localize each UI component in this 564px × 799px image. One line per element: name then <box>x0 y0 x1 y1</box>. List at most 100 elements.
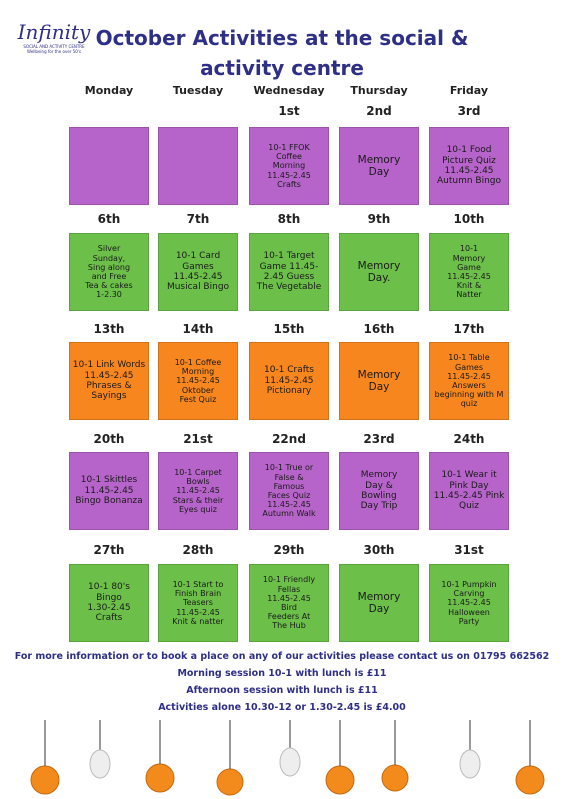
activity-text: 11.45-2.45 <box>84 370 134 381</box>
activity-text: 11.45-2.45 <box>447 371 491 381</box>
date: 28th <box>182 543 214 557</box>
date: 31st <box>454 543 484 557</box>
activity-cell: 10-1 FFOK Coffee Morning 11.45-2.45 Crafts <box>249 127 329 205</box>
day-header: Tuesday <box>172 84 224 97</box>
activity-text: Stars & their <box>172 495 224 505</box>
logo-line: Wellbeing for the over 50's <box>27 49 81 54</box>
activity-text: 11.45-2.45 Pink <box>433 491 505 501</box>
activity-text: Crafts <box>277 179 301 189</box>
activity-text: Crafts <box>95 613 123 624</box>
activity-text: Musical Bingo <box>166 282 230 293</box>
footer-text: Afternoon session with lunch is £11 <box>186 685 378 696</box>
activity-cell: Memory Day & Bowling Day Trip <box>339 452 419 530</box>
activity-text: 10-1 True or <box>264 463 314 473</box>
activity-cell: 10-1 80's Bingo 1.30-2.45 Crafts <box>69 564 149 642</box>
footer-text: Activities alone 10.30-12 or 1.30-2.45 i… <box>158 702 406 713</box>
activity-cell <box>69 127 149 205</box>
activity-text: 11.45-2.45 <box>176 607 220 617</box>
activity-text: Games <box>182 261 214 272</box>
activity-text: Bingo <box>96 592 122 603</box>
day-header: Friday <box>449 84 489 97</box>
activity-text: Sing along <box>87 262 131 272</box>
date: 8th <box>277 212 301 226</box>
activity-text: Pictionary <box>266 386 312 397</box>
activity-text: 11.45-2.45 <box>84 485 134 496</box>
activity-text: Bingo Bonanza <box>75 496 143 507</box>
activity-cell: 10-1 Start to Finish Brain Teasers 11.45-2.… <box>158 564 238 642</box>
activity-text: Day <box>368 166 390 178</box>
activity-text: beginning with M <box>434 390 504 400</box>
activity-text: 10-1 Food <box>446 145 492 156</box>
activity-text: Faces Quiz <box>267 491 311 500</box>
date: 29th <box>273 543 305 557</box>
activity-text: quiz <box>460 399 478 409</box>
activity-text: 1.30-2.45 <box>87 603 131 613</box>
activity-text: Memory <box>360 470 398 481</box>
activity-text: 11.45-2.45 <box>267 170 311 180</box>
activity-text: Teasers <box>183 598 213 608</box>
date: 16th <box>363 322 395 336</box>
activity-text: 10-1 Carpet <box>174 468 222 478</box>
activity-text: Carving <box>453 589 485 599</box>
activity-text: 10-1 Coffee <box>174 358 222 368</box>
activity-cell: 10-1 Wear it Pink Day 11.45-2.45 Pink Quiz <box>429 452 509 530</box>
footer-text: For more information or to book a place … <box>14 651 550 662</box>
activity-cell: 10-1 Pumpkin Carving 11.45-2.45 Halloween Pa… <box>429 564 509 642</box>
activity-text: 2.45 Guess <box>263 272 315 282</box>
activity-cell: 10-1 Link Words 11.45-2.45 Phrases & Saying… <box>69 342 149 420</box>
activity-cell: 10-1 Coffee Morning 11.45-2.45 Oktober Fest … <box>158 342 238 420</box>
activity-text: Finish Brain <box>174 589 222 599</box>
date: 22nd <box>272 432 306 446</box>
activity-cell: 10-1 Card Games 11.45-2.45 Musical Bingo <box>158 233 238 311</box>
halloween-decoration <box>30 720 545 796</box>
activity-text: False & <box>274 472 304 482</box>
activity-text: Famous <box>273 481 305 491</box>
activity-text: Sayings <box>91 391 127 402</box>
activity-cell: Silver Sunday, Sing along and Free Tea & cak… <box>69 233 149 311</box>
activity-text: Knit & natter <box>172 616 224 626</box>
activity-text: Day Trip <box>360 501 398 512</box>
activity-text: 10-1 Target <box>263 251 315 262</box>
activity-text: 11.45-2.45 <box>173 272 223 282</box>
activity-text: 11.45-2.45 <box>176 376 220 386</box>
date: 23rd <box>363 432 395 446</box>
activity-text: Memory <box>357 368 401 381</box>
activity-text: Silver <box>97 244 121 254</box>
activity-cell: 10-1 Memory Game 11.45-2.45 Knit & Natter <box>429 233 509 311</box>
logo-line: SOCIAL AND ACTIVITY CENTRE <box>23 44 85 49</box>
activity-text: Natter <box>456 290 482 300</box>
activity-text: Tea & cakes <box>85 281 133 291</box>
activity-text: Pink Day <box>449 480 489 491</box>
activity-text: Party <box>458 616 480 626</box>
logo-name: Infinity <box>17 20 91 44</box>
activity-text: The Hub <box>272 621 306 631</box>
activity-cell: 10-1 Target Game 11.45- 2.45 Guess The Vege… <box>249 233 329 311</box>
activity-text: Coffee <box>276 152 302 162</box>
activity-text: Autumn Bingo <box>436 176 502 187</box>
date: 2nd <box>366 104 392 118</box>
activity-text: 10-1 Table <box>448 353 490 363</box>
activity-text: 10-1 Crafts <box>263 365 314 376</box>
activity-text: Day <box>368 603 390 615</box>
activity-text: Day. <box>367 272 391 284</box>
footer-text: Morning session 10-1 with lunch is £11 <box>177 668 387 679</box>
activity-text: Day & <box>365 480 393 491</box>
date: 24th <box>453 432 485 446</box>
activity-text: Knit & <box>456 281 482 291</box>
activity-text: 10-1 80's <box>88 582 130 593</box>
day-header: Monday <box>84 84 134 97</box>
activity-text: Fest Quiz <box>179 394 217 404</box>
activity-cell: 10-1 Crafts 11.45-2.45 Pictionary <box>249 342 329 420</box>
date: 1st <box>278 104 300 118</box>
activity-text: Oktober <box>181 385 215 395</box>
activity-cell: 10-1 Skittles 11.45-2.45 Bingo Bonanza <box>69 452 149 530</box>
activity-text: 10-1 Skittles <box>80 475 138 486</box>
activity-text: 11.45-2.45 <box>447 272 491 281</box>
activity-text: Morning <box>181 367 215 377</box>
date: 3rd <box>457 104 481 118</box>
activity-text: Phrases & <box>86 381 132 391</box>
day-header: Wednesday <box>253 84 325 97</box>
activity-text: 10-1 Start to <box>172 580 224 590</box>
date: 7th <box>186 212 210 226</box>
